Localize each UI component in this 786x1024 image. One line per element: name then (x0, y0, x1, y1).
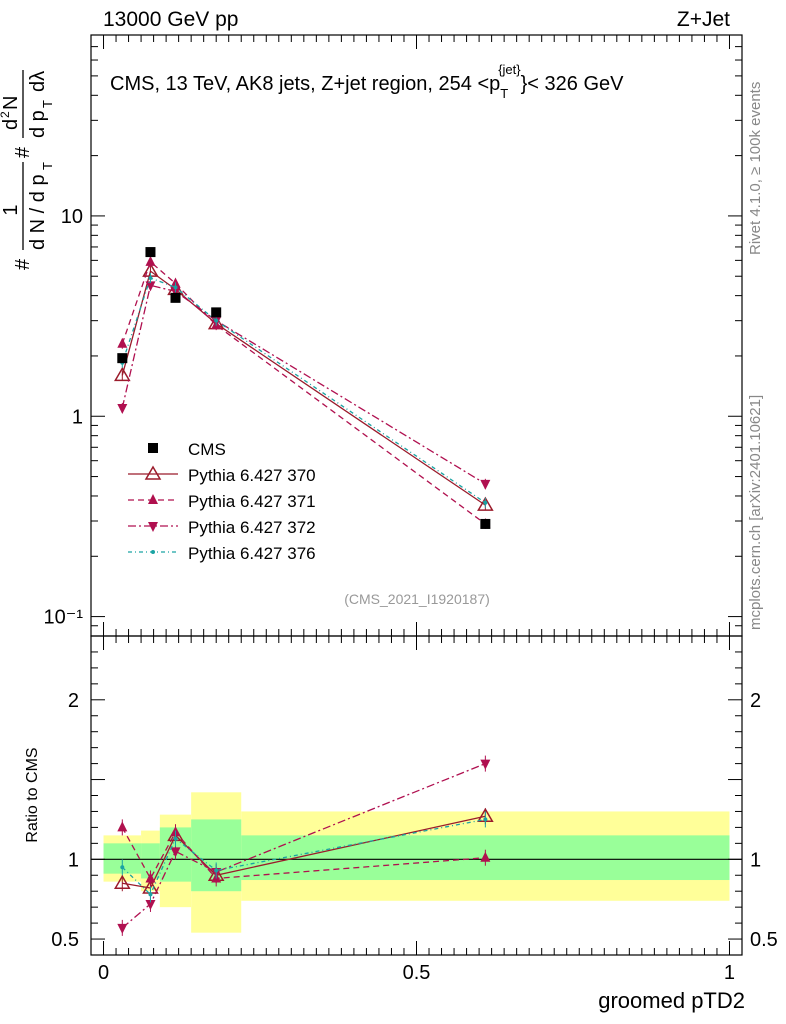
side-text-top: Rivet 4.1.0, ≥ 100k events (747, 82, 764, 255)
main-series-point (113, 366, 131, 382)
x-axis-label: groomed pTD2 (598, 988, 745, 1013)
x-tick-label: 0 (98, 962, 109, 984)
legend-marker (148, 494, 158, 504)
ratio-series-point (145, 899, 156, 910)
main-series-line (121, 277, 486, 504)
title-main: CMS, 13 TeV, AK8 jets, Z+jet region, 254… (110, 73, 500, 95)
x-tick-label: 1 (724, 962, 735, 984)
header-left: 13000 GeV pp (103, 8, 238, 31)
ratio-series-point (117, 821, 128, 832)
legend-marker (144, 465, 162, 480)
legend-label: Pythia 6.427 376 (188, 544, 316, 563)
svg-text:1: 1 (0, 204, 22, 215)
data-point (145, 247, 156, 258)
ratio-y-tick-label-right: 2 (750, 690, 761, 712)
ratio-series-point (145, 872, 156, 883)
main-series-point (117, 403, 128, 414)
legend-label-data: CMS (188, 440, 226, 459)
main-series-point (173, 285, 178, 290)
plot-title: CMS, 13 TeV, AK8 jets, Z+jet region, 254… (110, 62, 624, 101)
data-point (170, 292, 181, 303)
side-text-bottom: mcplots.cern.ch [arXiv:2401.10621] (747, 395, 764, 630)
main-series-point (145, 281, 156, 292)
svg-text:d N / d p: d N / d p (27, 174, 49, 250)
svg-text:#: # (12, 146, 34, 158)
title-end: }< 326 GeV (521, 73, 625, 95)
main-series-point (117, 337, 128, 348)
main-y-tick-label: 10 (61, 206, 83, 228)
main-series-line (121, 284, 486, 485)
svg-text:dλ: dλ (27, 71, 49, 92)
svg-text:2: 2 (0, 111, 12, 118)
header-right: Z+Jet (677, 8, 730, 31)
ratio-band-inner (141, 843, 160, 879)
main-series-point (477, 496, 494, 511)
main-series-point (214, 318, 219, 323)
legend-label: Pythia 6.427 370 (188, 466, 316, 485)
ratio-y-tick-label: 1 (68, 849, 79, 871)
ratio-series-point (148, 892, 153, 897)
ratio-series-point (480, 851, 491, 862)
svg-text:N: N (0, 96, 22, 110)
data-point (480, 518, 491, 529)
main-series-point (145, 255, 156, 266)
legend-label: Pythia 6.427 372 (188, 518, 316, 537)
title-superscript: {jet} (498, 62, 521, 77)
legend-marker (148, 522, 158, 532)
svg-text:d: d (0, 119, 22, 130)
main-y-tick-label: 10⁻¹ (44, 607, 84, 629)
main-panel: 10⁻¹ 1 10 (44, 34, 743, 637)
data-point (211, 307, 222, 318)
legend-marker (151, 550, 155, 554)
legend: CMS Pythia 6.427 370 Pythia 6.427 371 Pythi… (128, 440, 316, 563)
data-point (117, 353, 128, 364)
main-series-point (148, 275, 153, 280)
main-series-point (170, 287, 181, 298)
main-y-axis-label: # 1 d N / d p T # d 2 N d p T dλ (0, 70, 55, 270)
main-y-tick-label: 1 (72, 406, 83, 428)
svg-text:T: T (40, 100, 55, 108)
svg-text:T: T (40, 162, 55, 170)
main-series-point (483, 500, 488, 505)
legend-marker-data (148, 443, 158, 453)
ratio-series-point (113, 874, 131, 889)
x-tick-label: 0.5 (403, 962, 431, 984)
ratio-y-tick-label-right: 1 (750, 849, 761, 871)
ratio-y-tick-label-right: 0.5 (750, 929, 778, 951)
ratio-series-point (117, 923, 128, 934)
main-series-point (480, 479, 491, 490)
svg-text:d p: d p (27, 110, 49, 138)
title-subscript: T (500, 86, 508, 101)
svg-text:#: # (12, 258, 34, 270)
ratio-y-tick-label: 2 (68, 690, 79, 712)
ratio-panel: 0 0.5 1 0.5 0.5 1 1 2 2 (51, 635, 778, 984)
ratio-series-point (480, 759, 491, 770)
ratio-series-point (214, 868, 219, 873)
ratio-y-label: Ratio to CMS (24, 747, 41, 842)
analysis-id: (CMS_2021_I1920187) (344, 591, 490, 607)
legend-label: Pythia 6.427 371 (188, 492, 316, 511)
ratio-series-point (483, 817, 488, 822)
ratio-series-point (170, 847, 181, 858)
ratio-y-tick-label: 0.5 (51, 929, 79, 951)
ratio-series-point (173, 836, 178, 841)
ratio-series-point (120, 865, 125, 870)
